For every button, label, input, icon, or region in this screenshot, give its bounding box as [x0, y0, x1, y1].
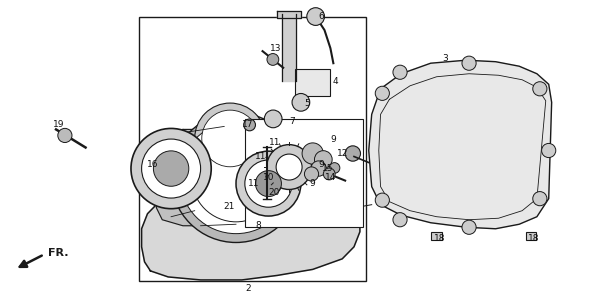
Circle shape	[375, 193, 389, 207]
Circle shape	[264, 110, 282, 128]
Circle shape	[393, 213, 407, 227]
Text: 11: 11	[248, 179, 260, 188]
Bar	[139, 17, 366, 281]
Text: 8: 8	[255, 221, 261, 230]
Circle shape	[267, 54, 278, 65]
Circle shape	[314, 151, 332, 168]
Circle shape	[153, 151, 189, 186]
Text: FR.: FR.	[48, 248, 69, 258]
Text: 18: 18	[527, 234, 539, 243]
Text: 11: 11	[269, 138, 281, 147]
Bar	[526, 232, 536, 240]
Text: 5: 5	[304, 99, 310, 108]
Circle shape	[276, 154, 302, 180]
Text: 10: 10	[263, 173, 274, 182]
Polygon shape	[277, 11, 301, 18]
Text: 4: 4	[332, 77, 338, 86]
Circle shape	[236, 151, 301, 216]
Circle shape	[462, 220, 476, 234]
Text: 17: 17	[242, 120, 254, 129]
Circle shape	[533, 191, 547, 206]
Circle shape	[311, 161, 326, 176]
Circle shape	[131, 129, 211, 209]
Text: 21: 21	[223, 202, 235, 211]
Bar	[431, 232, 442, 240]
Circle shape	[307, 8, 324, 25]
Text: 9: 9	[330, 135, 336, 144]
Circle shape	[202, 110, 258, 167]
Circle shape	[171, 113, 301, 243]
Circle shape	[393, 65, 407, 79]
Polygon shape	[282, 14, 296, 81]
Circle shape	[180, 122, 292, 234]
Circle shape	[304, 167, 319, 181]
Circle shape	[58, 128, 72, 143]
Bar	[245, 119, 363, 227]
Circle shape	[345, 146, 360, 161]
Circle shape	[462, 56, 476, 70]
Circle shape	[533, 82, 547, 96]
Circle shape	[192, 133, 280, 222]
Text: 16: 16	[146, 160, 158, 169]
Text: 19: 19	[53, 120, 65, 129]
Text: 18: 18	[434, 234, 445, 243]
Text: 7: 7	[289, 117, 295, 126]
Text: 11: 11	[255, 152, 267, 161]
Circle shape	[329, 163, 340, 173]
Circle shape	[267, 145, 312, 189]
Text: 20: 20	[268, 188, 280, 197]
Polygon shape	[369, 60, 552, 229]
Circle shape	[195, 103, 266, 174]
Circle shape	[292, 94, 310, 111]
Text: 6: 6	[319, 12, 324, 21]
Text: 9: 9	[319, 160, 324, 169]
Circle shape	[255, 171, 281, 197]
Text: 12: 12	[336, 149, 348, 158]
Circle shape	[142, 139, 201, 198]
Circle shape	[245, 160, 292, 207]
Text: 3: 3	[442, 54, 448, 63]
Bar	[295, 69, 330, 96]
Circle shape	[323, 168, 335, 180]
Text: 14: 14	[324, 173, 336, 182]
Text: 15: 15	[322, 164, 333, 173]
Circle shape	[542, 143, 556, 158]
Polygon shape	[156, 129, 348, 226]
Text: 2: 2	[245, 284, 251, 293]
Polygon shape	[142, 187, 360, 280]
Circle shape	[375, 86, 389, 101]
Text: 13: 13	[270, 44, 281, 53]
Text: 9: 9	[310, 179, 316, 188]
Circle shape	[302, 143, 323, 164]
Circle shape	[244, 119, 255, 131]
